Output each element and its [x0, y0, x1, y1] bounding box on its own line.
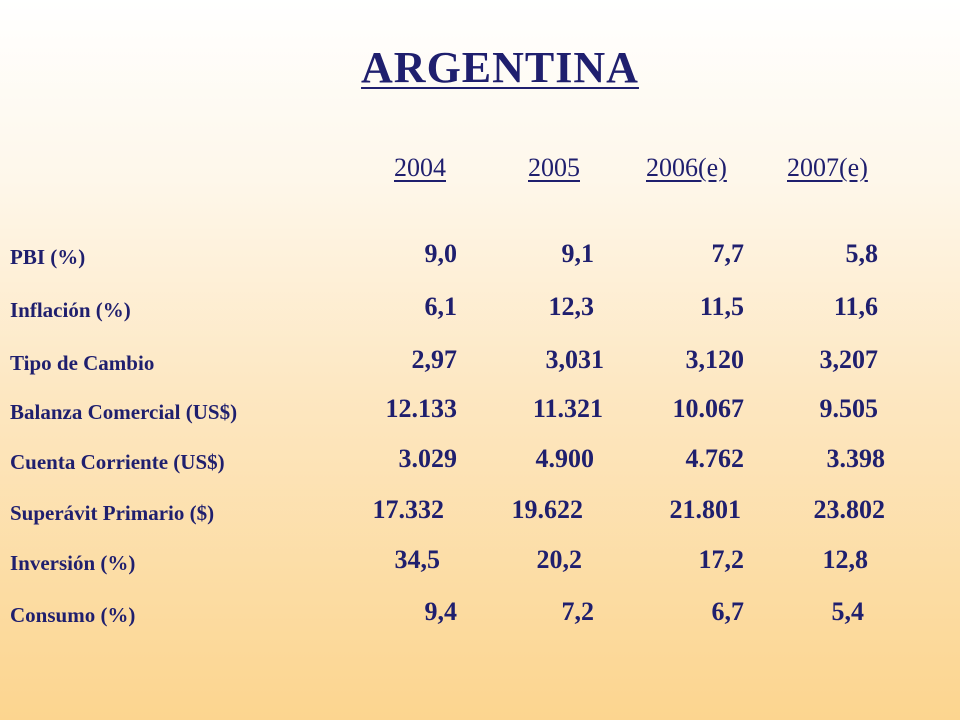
value-2006: 17,2	[698, 545, 745, 574]
data-row-inflacion: Inflación (%) 6,1 12,3 11,5 11,6	[0, 286, 960, 326]
value-2004: 12.133	[385, 394, 458, 423]
value-2007: 11,6	[833, 292, 878, 321]
data-row-balanza-comercial: Balanza Comercial (US$) 12.133 11.321 10…	[0, 388, 960, 428]
value-2005: 7,2	[561, 597, 595, 626]
value-2007: 5,4	[831, 597, 865, 626]
value-2004: 6,1	[424, 292, 458, 321]
data-row-tipo-de-cambio: Tipo de Cambio 2,97 3,031 3,120 3,207	[0, 339, 960, 379]
value-2005: 4.900	[535, 444, 595, 473]
data-row-consumo: Consumo (%) 9,4 7,2 6,7 5,4	[0, 591, 960, 631]
value-2005: 20,2	[536, 545, 583, 574]
value-2005: 9,1	[561, 239, 595, 268]
value-2004: 9,0	[424, 239, 458, 268]
year-header-2007: 2007(e)	[787, 153, 868, 182]
value-2006: 4.762	[685, 444, 745, 473]
year-header-2005: 2005	[528, 153, 580, 182]
value-2007: 9.505	[819, 394, 879, 423]
value-2005: 19.622	[511, 495, 584, 524]
row-label: Tipo de Cambio	[10, 351, 155, 375]
year-header-2006: 2006(e)	[646, 153, 727, 182]
value-2006: 10.067	[672, 394, 745, 423]
value-2004: 17.332	[372, 495, 445, 524]
value-2006: 21.801	[669, 495, 742, 524]
value-2007: 3,207	[819, 345, 879, 374]
value-2006: 3,120	[685, 345, 745, 374]
value-2004: 9,4	[424, 597, 458, 626]
value-2004: 2,97	[411, 345, 458, 374]
row-label: Balanza Comercial (US$)	[10, 400, 238, 424]
value-2004: 3.029	[398, 444, 458, 473]
page-title: ARGENTINA	[361, 43, 639, 92]
value-2005: 3,031	[545, 345, 605, 374]
year-header-2004: 2004	[394, 153, 446, 182]
value-2006: 6,7	[711, 597, 745, 626]
value-2007: 23.802	[813, 495, 886, 524]
row-label: Cuenta Corriente (US$)	[10, 450, 225, 474]
value-2004: 34,5	[394, 545, 441, 574]
row-label: PBI (%)	[10, 245, 86, 269]
data-row-cuenta-corriente: Cuenta Corriente (US$) 3.029 4.900 4.762…	[0, 438, 960, 478]
value-2006: 7,7	[711, 239, 745, 268]
value-2005: 12,3	[548, 292, 595, 321]
row-label: Consumo (%)	[10, 603, 136, 627]
row-label: Inflación (%)	[10, 298, 131, 322]
data-row-superavit-primario: Superávit Primario ($) 17.332 19.622 21.…	[0, 489, 960, 529]
value-2007: 5,8	[845, 239, 879, 268]
value-2007: 12,8	[822, 545, 869, 574]
data-row-pbi: PBI (%) 9,0 9,1 7,7 5,8	[0, 233, 960, 273]
data-row-inversion: Inversión (%) 34,5 20,2 17,2 12,8	[0, 539, 960, 579]
value-2006: 11,5	[699, 292, 744, 321]
row-label: Inversión (%)	[10, 551, 136, 575]
row-label: Superávit Primario ($)	[10, 501, 215, 525]
value-2007: 3.398	[826, 444, 886, 473]
value-2005: 11.321	[532, 394, 603, 423]
